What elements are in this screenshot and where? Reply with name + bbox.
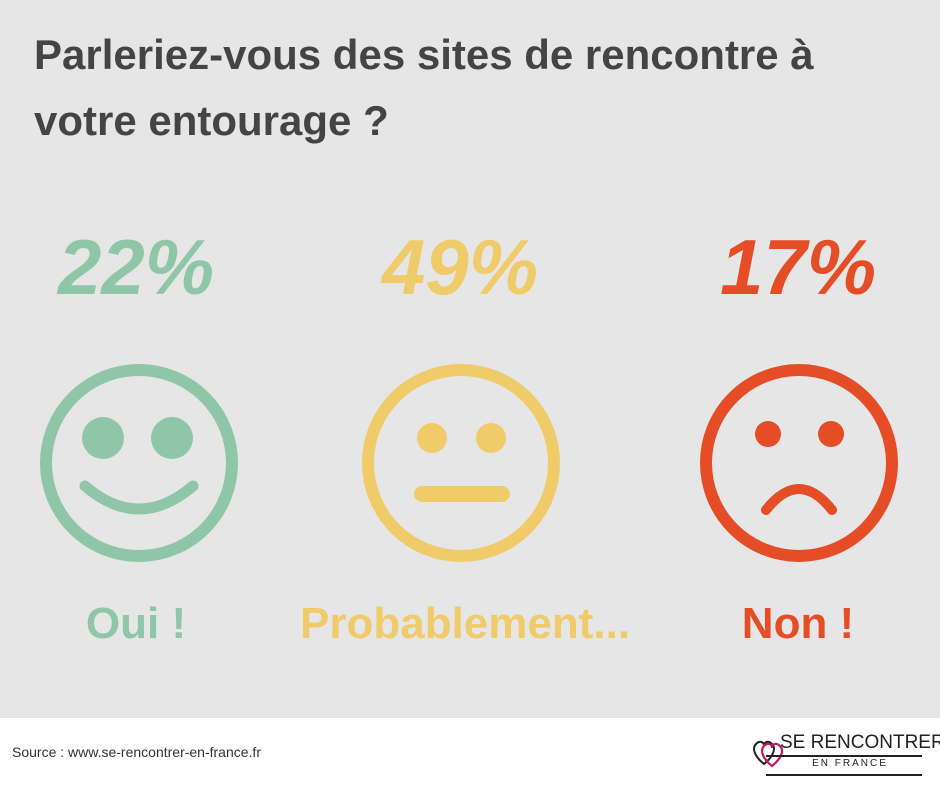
logo-main-text: SE RENCONTRER (780, 732, 940, 753)
source-text: Source : www.se-rencontrer-en-france.fr (12, 744, 261, 760)
neutral-face-icon (362, 364, 560, 562)
chart-title: Parleriez-vous des sites de rencontre à … (34, 31, 814, 144)
category-label-non: Non ! (741, 599, 855, 648)
logo-sub-text: EN FRANCE (812, 758, 888, 769)
category-label-oui: Oui ! (85, 599, 187, 648)
brand-logo[interactable]: SE RENCONTRER EN FRANCE (752, 730, 940, 782)
infographic-panel: Parleriez-vous des sites de rencontre à … (0, 0, 940, 718)
logo-divider-top (766, 755, 922, 757)
logo-divider-bottom (766, 774, 922, 776)
hearts-logo-icon (753, 740, 783, 768)
sad-face-icon (700, 364, 898, 562)
footer: Source : www.se-rencontrer-en-france.fr … (0, 718, 940, 788)
value-label-non: 17% (719, 223, 877, 311)
category-label-probablement: Probablement... (300, 599, 631, 648)
happy-face-icon (40, 364, 238, 562)
value-label-oui: 22% (57, 223, 215, 311)
value-label-probablement: 49% (381, 223, 539, 311)
